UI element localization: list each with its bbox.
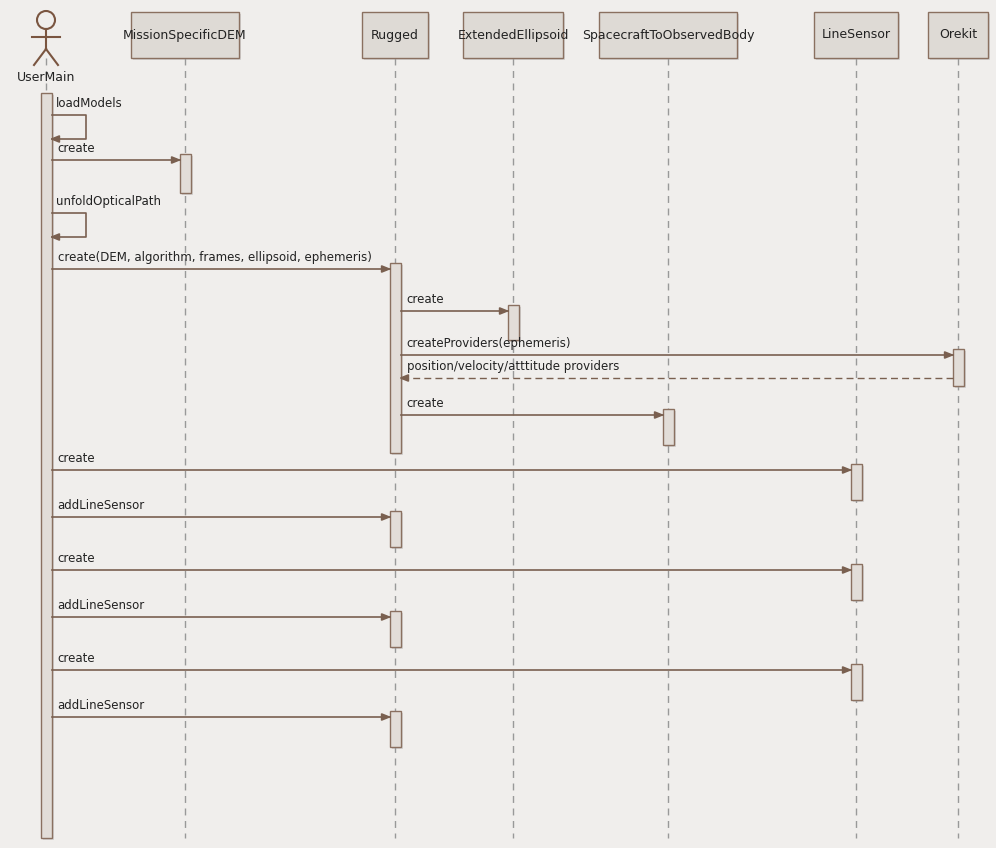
Bar <box>362 12 428 58</box>
Bar <box>391 513 402 549</box>
Polygon shape <box>381 265 389 272</box>
Text: create: create <box>58 552 96 565</box>
Polygon shape <box>843 667 851 673</box>
Polygon shape <box>381 514 389 520</box>
Bar <box>510 307 521 342</box>
Polygon shape <box>654 412 662 418</box>
Bar <box>952 349 963 386</box>
Bar <box>928 12 988 58</box>
Polygon shape <box>381 714 389 720</box>
Text: SpacecraftToObservedBody: SpacecraftToObservedBody <box>582 29 754 42</box>
Bar <box>391 613 402 649</box>
Bar <box>601 14 739 60</box>
Bar <box>389 263 400 453</box>
Polygon shape <box>843 566 851 573</box>
Bar <box>851 664 862 700</box>
Text: create: create <box>406 293 444 306</box>
Text: UserMain: UserMain <box>17 71 75 84</box>
Text: loadModels: loadModels <box>56 97 123 110</box>
Bar <box>816 14 900 60</box>
Text: create: create <box>406 397 444 410</box>
Text: ExtendedEllipsoid: ExtendedEllipsoid <box>457 29 569 42</box>
Text: addLineSensor: addLineSensor <box>58 699 144 712</box>
Bar <box>179 154 190 193</box>
Bar <box>389 711 400 747</box>
Text: create: create <box>58 652 96 665</box>
Polygon shape <box>944 352 952 358</box>
Bar <box>930 14 990 60</box>
Bar <box>133 14 241 60</box>
Bar <box>41 93 52 838</box>
Bar <box>508 305 519 340</box>
Text: addLineSensor: addLineSensor <box>58 499 144 512</box>
Bar <box>391 265 402 455</box>
Text: addLineSensor: addLineSensor <box>58 599 144 612</box>
Bar <box>853 466 864 502</box>
Bar <box>853 666 864 702</box>
Text: createProviders(ephemeris): createProviders(ephemeris) <box>406 337 571 350</box>
Bar <box>664 411 675 447</box>
Text: MissionSpecificDEM: MissionSpecificDEM <box>124 29 247 42</box>
Polygon shape <box>843 466 851 473</box>
Text: Rugged: Rugged <box>372 29 419 42</box>
Bar <box>465 14 565 60</box>
Bar <box>181 156 192 195</box>
Text: unfoldOpticalPath: unfoldOpticalPath <box>56 195 160 208</box>
Text: create(DEM, algorithm, frames, ellipsoid, ephemeris): create(DEM, algorithm, frames, ellipsoid… <box>58 251 372 264</box>
Polygon shape <box>400 375 408 382</box>
Text: create: create <box>58 452 96 465</box>
Bar <box>853 566 864 602</box>
Bar <box>391 713 402 749</box>
Bar <box>954 351 965 388</box>
Polygon shape <box>171 157 179 163</box>
Bar <box>851 564 862 600</box>
Text: create: create <box>58 142 96 155</box>
Text: LineSensor: LineSensor <box>822 29 890 42</box>
Polygon shape <box>500 308 508 315</box>
Bar <box>851 464 862 500</box>
Bar <box>662 409 673 445</box>
Bar <box>463 12 563 58</box>
Bar <box>364 14 430 60</box>
Bar <box>131 12 239 58</box>
Text: position/velocity/atttitude providers: position/velocity/atttitude providers <box>406 360 619 373</box>
Polygon shape <box>381 614 389 620</box>
Bar <box>814 12 898 58</box>
Bar <box>389 611 400 647</box>
Text: Orekit: Orekit <box>939 29 977 42</box>
Polygon shape <box>52 234 60 240</box>
Bar <box>43 95 54 840</box>
Bar <box>389 511 400 547</box>
Polygon shape <box>52 136 60 142</box>
Bar <box>599 12 737 58</box>
